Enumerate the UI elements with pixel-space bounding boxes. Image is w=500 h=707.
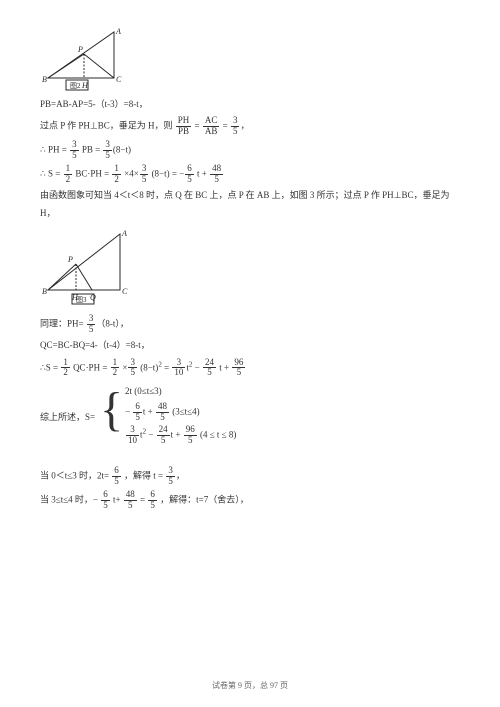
svg-text:P: P [67, 255, 73, 264]
svg-text:A: A [121, 229, 127, 238]
page-content: BCA PH 图2 PB=AB-AP=5-（t-3）=8-t， 过点 P 作 P… [40, 24, 460, 511]
svg-text:Q: Q [90, 293, 96, 302]
line-case2: 当 3≤t≤4 时，− 65 t+ 485 = 65 ，解得：t=7（舍去）， [40, 490, 460, 511]
page-footer: 试卷第 9 页，总 97 页 [0, 680, 500, 691]
line-ratio: 过点 P 作 PH⊥BC，垂足为 H，则 PHPB = ACAB = 35， [40, 116, 460, 137]
line-pb: PB=AB-AP=5-（t-3）=8-t， [40, 96, 460, 113]
figure-3: BCA PHQ 图3 [40, 226, 460, 310]
figure-2: BCA PH 图2 [40, 24, 460, 92]
line-qc: QC=BC-BQ=4-（t-4）=8-t， [40, 337, 460, 354]
svg-text:C: C [116, 75, 122, 84]
line-ph2: 同理：PH= 35（8-t）， [40, 314, 460, 335]
left-brace-icon: { [100, 382, 123, 447]
svg-text:A: A [115, 27, 121, 36]
line-explain: 由函数图象可知当 4＜t＜8 时，点 Q 在 BC 上，点 P 在 AB 上，如… [40, 187, 460, 221]
line-ph: ∴ PH = 35 PB = 35(8−t) [40, 140, 460, 161]
svg-text:C: C [122, 287, 128, 296]
svg-text:图2: 图2 [70, 82, 81, 90]
svg-text:图3: 图3 [76, 296, 87, 304]
line-s2: ∴S = 12 QC·PH = 12 ×35 (8−t)2 = 310t2 − … [40, 358, 460, 379]
line-case1: 当 0＜t≤3 时，2t= 65 ，解得 t = 35， [40, 466, 460, 487]
svg-text:B: B [42, 75, 47, 84]
svg-text:B: B [42, 287, 47, 296]
svg-text:P: P [77, 45, 83, 54]
line-s1: ∴ S = 12 BC·PH = 12 ×4×35 (8−t) = −65 t … [40, 164, 460, 185]
